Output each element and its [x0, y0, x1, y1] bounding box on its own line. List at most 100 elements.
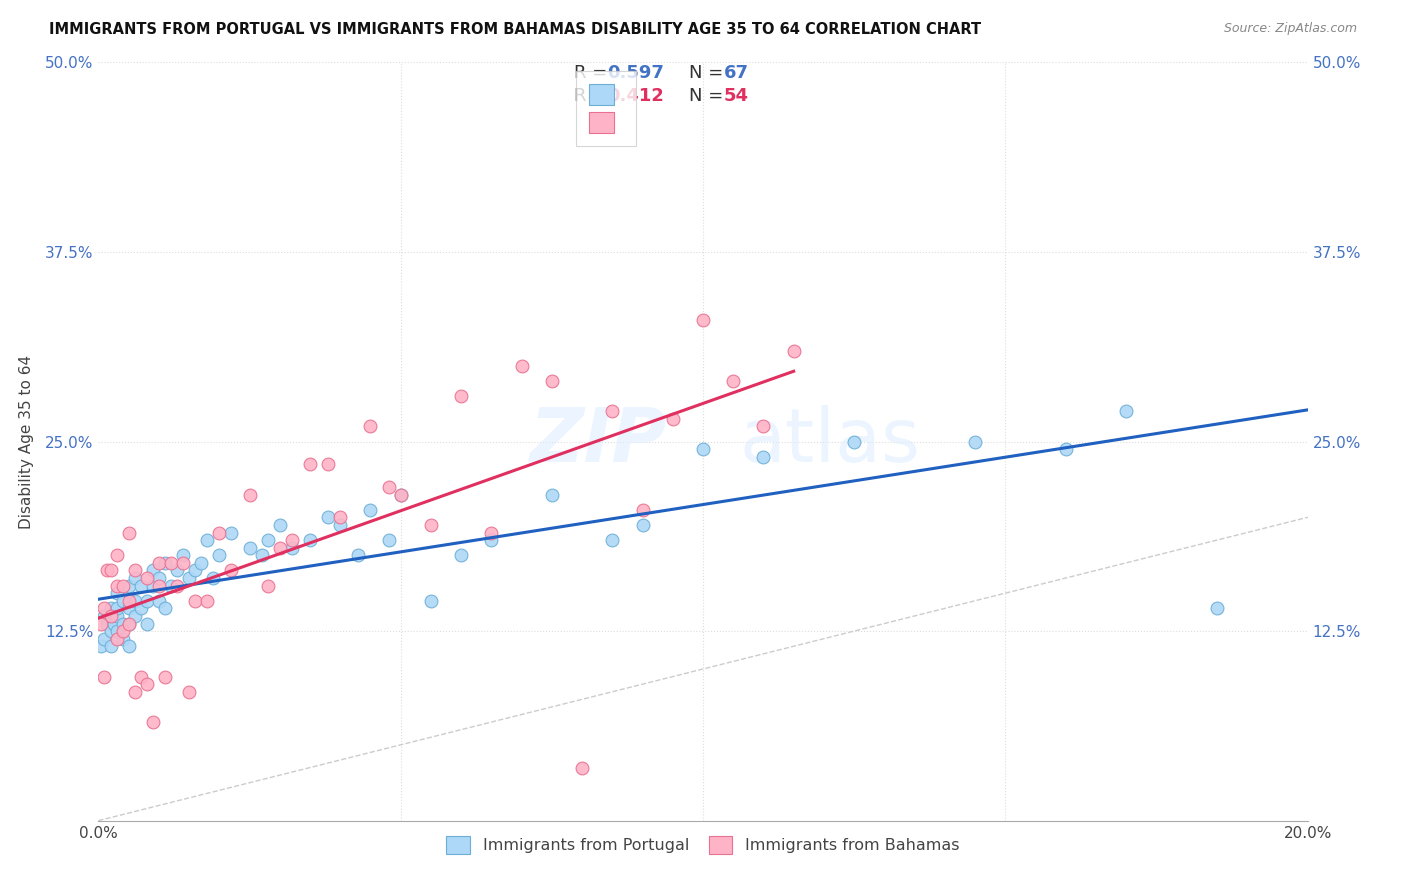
Point [510, 359, 533, 373]
Point [377, 533, 399, 548]
Point [118, 525, 141, 540]
Point [96, 616, 118, 631]
Point [111, 594, 134, 608]
Point [256, 579, 278, 593]
Point [105, 624, 128, 639]
Point [389, 487, 412, 501]
Point [420, 517, 443, 532]
Point [195, 533, 218, 548]
Point [93, 669, 115, 683]
Point [135, 677, 157, 691]
Point [148, 594, 170, 608]
Point [844, 434, 866, 449]
Point [172, 556, 194, 570]
Text: Source: ZipAtlas.com: Source: ZipAtlas.com [1223, 22, 1357, 36]
Point [124, 594, 146, 608]
Point [347, 548, 370, 563]
Point [631, 517, 654, 532]
Text: R =: R = [574, 87, 613, 105]
Point [148, 579, 170, 593]
Text: 0.597: 0.597 [607, 64, 664, 82]
Point [179, 685, 201, 699]
Point [221, 525, 243, 540]
Point [100, 564, 122, 578]
Point [269, 517, 291, 532]
Point [153, 669, 176, 683]
Point [124, 571, 146, 585]
Point [96, 564, 118, 578]
Point [299, 458, 322, 472]
Point [1115, 404, 1137, 418]
Point [316, 510, 339, 524]
Y-axis label: Disability Age 35 to 64: Disability Age 35 to 64 [18, 354, 34, 529]
Point [90, 616, 112, 631]
Point [965, 434, 987, 449]
Point [1206, 601, 1229, 615]
Point [179, 571, 201, 585]
Point [124, 564, 146, 578]
Point [540, 487, 562, 501]
Point [153, 601, 176, 615]
Point [105, 579, 128, 593]
Point [160, 579, 183, 593]
Point [100, 624, 122, 639]
Point [105, 608, 128, 623]
Point [221, 564, 243, 578]
Point [129, 601, 152, 615]
Text: R =: R = [574, 64, 613, 82]
Text: 0.412: 0.412 [607, 87, 664, 105]
Point [571, 760, 593, 774]
Point [118, 594, 141, 608]
Point [190, 556, 212, 570]
Point [118, 639, 141, 653]
Point [783, 343, 806, 358]
Point [135, 571, 157, 585]
Point [166, 579, 188, 593]
Point [118, 601, 141, 615]
Point [184, 564, 207, 578]
Point [135, 616, 157, 631]
Point [195, 594, 218, 608]
Point [540, 374, 562, 388]
Point [239, 541, 262, 555]
Point [148, 571, 170, 585]
Point [450, 389, 472, 403]
Point [329, 510, 352, 524]
Point [129, 669, 152, 683]
Point [93, 601, 115, 615]
Point [148, 556, 170, 570]
Point [100, 639, 122, 653]
Point [93, 608, 115, 623]
Point [118, 616, 141, 631]
Point [329, 517, 352, 532]
Point [1054, 442, 1077, 457]
Point [90, 639, 112, 653]
Text: IMMIGRANTS FROM PORTUGAL VS IMMIGRANTS FROM BAHAMAS DISABILITY AGE 35 TO 64 CORR: IMMIGRANTS FROM PORTUGAL VS IMMIGRANTS F… [49, 22, 981, 37]
Text: 67: 67 [724, 64, 749, 82]
Point [129, 579, 152, 593]
Point [281, 541, 304, 555]
Point [239, 487, 262, 501]
Point [450, 548, 472, 563]
Text: 54: 54 [724, 87, 749, 105]
Point [661, 412, 683, 426]
Point [93, 632, 115, 646]
Point [105, 632, 128, 646]
Point [208, 525, 231, 540]
Point [631, 503, 654, 517]
Point [142, 564, 165, 578]
Point [124, 608, 146, 623]
Point [420, 594, 443, 608]
Point [111, 579, 134, 593]
Text: atlas: atlas [740, 405, 921, 478]
Point [111, 632, 134, 646]
Legend: Immigrants from Portugal, Immigrants from Bahamas: Immigrants from Portugal, Immigrants fro… [439, 828, 967, 862]
Point [111, 616, 134, 631]
Point [118, 579, 141, 593]
Point [299, 533, 322, 548]
Point [752, 450, 775, 464]
Text: N =: N = [689, 87, 728, 105]
Point [250, 548, 273, 563]
Point [100, 608, 122, 623]
Point [124, 685, 146, 699]
